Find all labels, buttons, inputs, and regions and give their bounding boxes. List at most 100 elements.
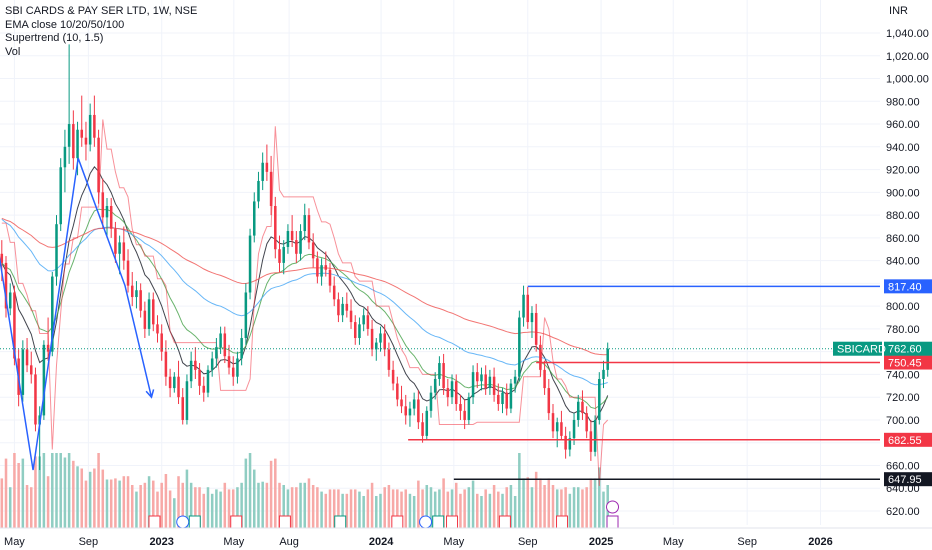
candle[interactable] [425, 406, 429, 441]
candle[interactable] [513, 369, 517, 393]
candle[interactable] [555, 417, 559, 448]
candle[interactable] [408, 401, 412, 427]
candle[interactable] [337, 292, 340, 323]
event-marker[interactable] [606, 515, 619, 529]
candle[interactable] [286, 224, 290, 254]
candle[interactable] [59, 158, 62, 232]
candle[interactable] [311, 233, 315, 268]
candle[interactable] [274, 196, 277, 259]
event-marker[interactable] [334, 515, 347, 529]
candle[interactable] [206, 365, 210, 398]
horizontal-price-lines[interactable] [0, 285, 880, 480]
candle[interactable] [341, 297, 344, 323]
candle[interactable] [118, 235, 121, 275]
candle[interactable] [332, 276, 336, 307]
candle[interactable] [29, 351, 33, 384]
trendline-drawing[interactable] [0, 157, 155, 471]
event-marker[interactable] [188, 515, 201, 529]
lightning-icon[interactable] [606, 500, 620, 514]
candle[interactable] [429, 385, 433, 418]
candle[interactable] [349, 299, 353, 329]
candle[interactable] [97, 129, 100, 204]
candle[interactable] [568, 431, 572, 457]
candle[interactable] [391, 360, 395, 391]
candle[interactable] [156, 315, 159, 343]
event-marker[interactable] [432, 515, 445, 529]
candle[interactable] [530, 306, 534, 339]
candle[interactable] [446, 378, 450, 407]
candle[interactable] [320, 258, 323, 286]
candle[interactable] [433, 372, 437, 400]
candle[interactable] [576, 394, 580, 427]
candle[interactable] [560, 410, 563, 441]
candle[interactable] [547, 378, 551, 420]
candle[interactable] [480, 367, 483, 391]
candle[interactable] [290, 215, 294, 247]
candle[interactable] [34, 367, 37, 432]
candle[interactable] [324, 251, 328, 277]
event-markers[interactable] [148, 500, 620, 529]
candle[interactable] [412, 392, 416, 416]
candle[interactable] [223, 326, 227, 364]
candle[interactable] [593, 415, 597, 457]
candle[interactable] [244, 283, 248, 345]
candle[interactable] [463, 399, 466, 430]
candle[interactable] [295, 231, 298, 263]
candle[interactable] [421, 413, 424, 443]
candle[interactable] [164, 340, 168, 386]
candle[interactable] [173, 372, 176, 393]
candle[interactable] [509, 378, 513, 414]
candle[interactable] [551, 404, 555, 439]
candlesticks[interactable] [0, 44, 609, 471]
candle[interactable] [198, 363, 201, 395]
event-marker[interactable] [230, 515, 243, 529]
candle[interactable] [278, 235, 281, 272]
candle[interactable] [152, 292, 155, 332]
candle[interactable] [269, 155, 273, 216]
candle[interactable] [442, 353, 445, 395]
candle[interactable] [307, 208, 311, 250]
candle[interactable] [400, 385, 403, 414]
candle[interactable] [476, 363, 479, 389]
candle[interactable] [194, 347, 197, 379]
event-marker[interactable] [148, 515, 161, 529]
candle[interactable] [202, 376, 206, 402]
candle[interactable] [467, 392, 471, 425]
candle[interactable] [8, 283, 12, 316]
candle[interactable] [450, 374, 454, 405]
candle[interactable] [227, 344, 231, 375]
candle[interactable] [585, 406, 588, 439]
volume-indicator-label[interactable]: Vol [5, 45, 21, 58]
candle[interactable] [375, 338, 378, 361]
candle[interactable] [21, 340, 25, 402]
candle[interactable] [257, 171, 260, 209]
event-marker[interactable] [391, 515, 404, 529]
candle[interactable] [282, 240, 285, 275]
candle[interactable] [353, 315, 357, 345]
symbol-title[interactable]: SBI CARDS & PAY SER LTD, 1W, NSE [5, 5, 198, 17]
currency-label[interactable]: INR [889, 5, 908, 17]
event-marker[interactable] [498, 515, 511, 529]
candle[interactable] [366, 306, 370, 336]
candle[interactable] [84, 121, 88, 161]
candle[interactable] [189, 351, 193, 389]
candle[interactable] [581, 390, 584, 420]
candle[interactable] [80, 95, 84, 147]
candle[interactable] [168, 368, 172, 398]
candle[interactable] [358, 317, 361, 345]
candle[interactable] [438, 356, 441, 386]
candle[interactable] [67, 44, 71, 164]
event-marker[interactable] [176, 515, 190, 529]
candle[interactable] [505, 383, 508, 416]
candle[interactable] [105, 198, 109, 238]
candle[interactable] [534, 303, 538, 352]
candle[interactable] [4, 256, 8, 318]
candle[interactable] [181, 388, 184, 425]
candle[interactable] [231, 356, 235, 386]
candle[interactable] [362, 308, 365, 332]
candle[interactable] [55, 215, 58, 286]
candle[interactable] [135, 281, 138, 309]
candle[interactable] [471, 365, 475, 405]
candle[interactable] [25, 338, 29, 373]
